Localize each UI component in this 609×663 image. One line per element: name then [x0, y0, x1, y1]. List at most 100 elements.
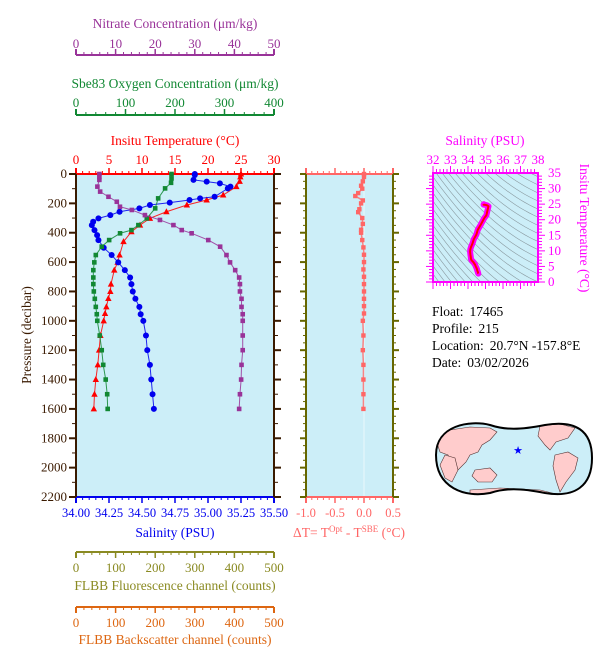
- pressure-tick-label: 1400: [41, 372, 67, 387]
- ts-salinity-tick-label: 38: [532, 152, 545, 167]
- temperature-point: [103, 303, 110, 310]
- ts-temperature-tick-label: 0: [548, 274, 555, 289]
- oxygen-point: [91, 281, 96, 287]
- land-masses: [436, 423, 579, 495]
- delta-t-point: [361, 362, 366, 368]
- density-contour: [433, 184, 538, 282]
- density-contour: [433, 257, 452, 282]
- ts-temperature-axis-title: Insitu Temperature (°C): [577, 164, 592, 293]
- salinity-point: [108, 252, 115, 259]
- density-contour: [433, 232, 474, 282]
- density-contour: [494, 173, 538, 202]
- delta-t-point: [358, 201, 364, 206]
- delta-t-bottom-tick-label: -1.0: [296, 506, 316, 520]
- ts-salinity-tick-label: 37: [514, 152, 528, 167]
- nitrate-point: [217, 244, 223, 249]
- density-contour: [461, 173, 538, 234]
- salinity-axis-title: Salinity (PSU): [135, 525, 214, 540]
- delta-t-point: [361, 267, 366, 272]
- ts-temperature-tick-label: 30: [548, 181, 561, 196]
- oxygen-point: [93, 304, 99, 310]
- delta-t-point: [361, 377, 366, 382]
- density-contour: [433, 176, 538, 275]
- oxygen-point: [103, 377, 108, 382]
- svg-text:Profile:215: Profile: 215: [432, 321, 499, 336]
- salinity-point: [136, 303, 143, 310]
- salinity-point: [94, 232, 101, 239]
- nitrate-point: [224, 252, 229, 258]
- salinity-point: [146, 201, 153, 208]
- oxygen-point: [91, 275, 96, 280]
- delta-t-bottom-tick-label: 0.5: [385, 506, 401, 520]
- density-contour: [433, 192, 524, 282]
- nitrate-point: [237, 289, 243, 294]
- salinity-point: [95, 237, 102, 244]
- nitrate-point: [97, 174, 102, 180]
- backscatter-tick-label: 100: [106, 615, 126, 630]
- float-location-star-icon: ★: [513, 445, 523, 457]
- delta-t-bottom-tick-label: -0.5: [325, 506, 345, 520]
- density-contour: [433, 216, 491, 282]
- oxygen-point: [169, 176, 174, 181]
- nitrate-tick-label: 0: [73, 36, 80, 51]
- density-contour: [504, 173, 538, 194]
- salinity-series: [88, 171, 234, 412]
- salinity-point: [149, 391, 156, 398]
- delta-t-point: [361, 392, 366, 397]
- nitrate-axis-title: Nitrate Concentration (μm/kg): [93, 16, 258, 31]
- oxygen-point: [129, 227, 134, 233]
- oxygen-point: [155, 196, 161, 201]
- salinity-point: [95, 215, 102, 222]
- backscatter-tick-label: 400: [225, 615, 245, 630]
- salinity-tick-label: 35.25: [227, 506, 255, 520]
- salinity-point: [128, 281, 135, 288]
- salinity-point: [115, 259, 122, 266]
- temperature-axis-title: Insitu Temperature (°C): [111, 133, 240, 148]
- temperature-point: [116, 251, 123, 258]
- salinity-point: [116, 208, 123, 215]
- nitrate-point: [227, 260, 233, 265]
- oxygen-point: [91, 289, 97, 294]
- salinity-tick-label: 34.75: [161, 506, 189, 520]
- density-contour: [485, 173, 538, 210]
- density-contour: [476, 173, 538, 218]
- ts-salinity-tick-label: 33: [444, 152, 457, 167]
- temperature-point: [163, 208, 170, 215]
- density-contour: [433, 224, 482, 282]
- temperature-tick-label: 0: [73, 152, 80, 167]
- oxygen-line: [92, 174, 173, 409]
- pressure-tick-label: 200: [48, 195, 68, 210]
- nitrate-tick-label: 50: [268, 36, 281, 51]
- nitrate-point: [238, 377, 244, 382]
- delta-t-point: [360, 179, 366, 184]
- delta-t-point: [361, 274, 367, 279]
- fluorescence-tick-label: 200: [145, 560, 165, 575]
- temperature-point: [237, 173, 244, 180]
- temperature-point: [219, 191, 227, 198]
- salinity-point: [136, 205, 143, 212]
- nitrate-point: [240, 333, 246, 338]
- delta-t-point: [361, 281, 367, 287]
- temperature-point: [94, 361, 101, 368]
- fluorescence-tick-label: 400: [225, 560, 245, 575]
- density-contour: [433, 249, 459, 282]
- delta-t-point: [361, 245, 366, 250]
- oxygen-point: [92, 296, 98, 302]
- temperature-point: [90, 405, 98, 412]
- salinity-tick-label: 34.50: [128, 506, 156, 520]
- nitrate-tick-label: 10: [109, 36, 122, 51]
- density-contour: [433, 240, 466, 282]
- temperature-tick-label: 5: [106, 152, 113, 167]
- salinity-point: [107, 212, 114, 219]
- delta-t-point: [358, 183, 364, 188]
- oxygen-point: [169, 171, 174, 177]
- delta-t-point: [361, 296, 367, 301]
- temperature-tick-label: 25: [235, 152, 248, 167]
- delta-t-point: [361, 174, 367, 180]
- delta-t-axis-title: ΔT= TOpt - TSBE (°C): [293, 524, 405, 540]
- nitrate-point: [236, 406, 242, 412]
- oxygen-point: [99, 347, 105, 353]
- temperature-point: [107, 287, 114, 294]
- ts-temperature-tick-label: 35: [548, 165, 561, 180]
- temperature-point: [183, 201, 191, 208]
